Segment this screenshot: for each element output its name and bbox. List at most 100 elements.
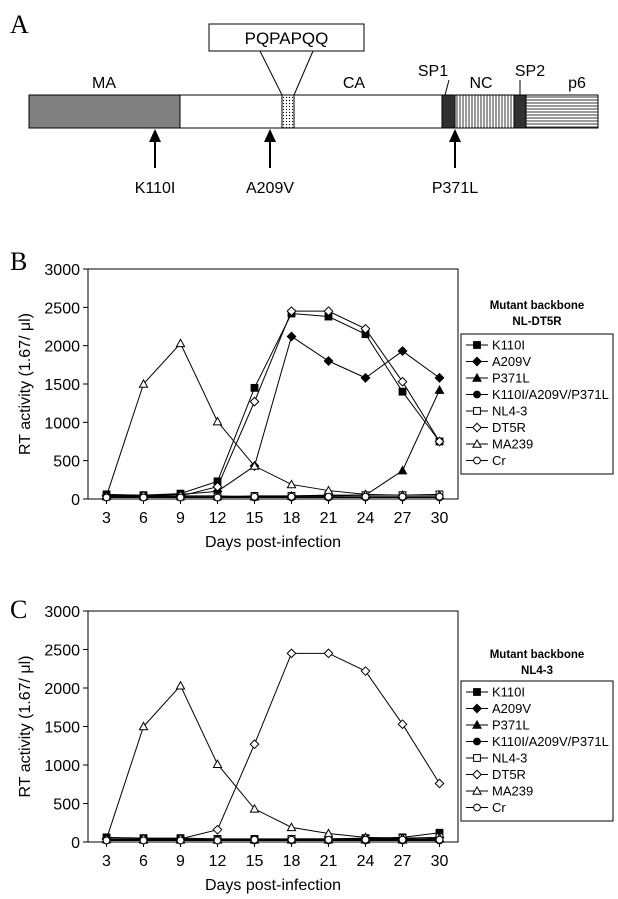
data-point (102, 493, 111, 502)
legend-label: K110I/A209V/P371L (492, 734, 609, 749)
data-point (397, 346, 408, 356)
legend-marker (473, 803, 481, 812)
motif-label: PQPAPQQ (245, 29, 329, 48)
data-point (434, 778, 445, 789)
legend-entry: K110I/A209V/P371L (466, 387, 609, 402)
x-tick-label: 6 (139, 853, 148, 870)
legend-entry: DT5R (466, 767, 526, 782)
data-point (176, 836, 185, 845)
data-point (360, 323, 371, 334)
mutation-label: A209V (246, 180, 294, 197)
series-dt5r (101, 648, 445, 844)
data-point (213, 836, 222, 845)
legend-label: K110I/A209V/P371L (492, 387, 609, 402)
x-tick-label: 3 (102, 510, 111, 527)
domain-nc (454, 94, 515, 129)
y-tick-label: 1500 (44, 377, 80, 394)
domain-pqpapqq (281, 94, 295, 129)
x-tick-label: 15 (246, 510, 264, 527)
domain-ca-n (179, 94, 283, 129)
legend-entry: Cr (466, 453, 506, 468)
y-axis-label: RT activity (1.67/ μl) (17, 313, 34, 455)
x-tick-label: 12 (209, 853, 227, 870)
mutation-label: P371L (432, 180, 478, 197)
x-axis-label: Days post-infection (205, 877, 341, 894)
legend-entry: K110I/A209V/P371L (466, 734, 609, 749)
series-line (106, 312, 440, 496)
series-cr (102, 835, 444, 845)
y-tick-label: 3000 (44, 604, 80, 621)
y-tick-label: 2000 (44, 339, 80, 356)
data-point (249, 460, 260, 470)
data-point (286, 479, 297, 489)
series-dt5r (101, 306, 445, 501)
domain-sp2 (513, 94, 527, 129)
legend-marker (472, 785, 482, 795)
data-point (212, 759, 223, 768)
x-tick-label: 9 (176, 510, 185, 527)
data-point (139, 836, 148, 845)
data-point (286, 331, 297, 342)
domain-sp1 (441, 94, 456, 129)
x-tick-label: 27 (394, 510, 412, 527)
legend-marker (472, 422, 482, 433)
x-tick-label: 6 (139, 510, 148, 527)
mutation-label: K110I (135, 180, 176, 197)
x-tick-label: 18 (283, 853, 301, 870)
data-point (397, 465, 408, 475)
legend-label: P371L (492, 718, 530, 733)
mutation-a209v: A209V (246, 129, 294, 197)
legend-marker (473, 754, 481, 762)
domain-ca-c (293, 94, 443, 129)
y-tick-label: 3000 (44, 262, 80, 279)
data-point (250, 383, 259, 392)
legend-title: Mutant backbone (490, 649, 585, 661)
data-point (176, 493, 185, 502)
data-point (360, 666, 371, 677)
data-point (138, 721, 149, 731)
domain-label-ca: CA (343, 75, 366, 92)
data-point (249, 803, 260, 813)
legend-subtitle: NL4-3 (521, 665, 553, 677)
y-tick-label: 1500 (44, 720, 80, 737)
panel-a-label: A (10, 10, 29, 39)
motif-connector-left (259, 50, 283, 96)
chart-panel-c: C 0 500 1000 1500 2000 2500 3000 3 6 9 12 15 18 21 24 2… (10, 595, 614, 894)
data-point (324, 492, 333, 501)
data-point (323, 306, 334, 317)
legend-marker (472, 372, 482, 382)
data-point (249, 739, 260, 750)
series-line (106, 389, 440, 498)
series-line (106, 310, 440, 497)
series-line (106, 652, 440, 840)
legend-marker (472, 703, 482, 714)
legend-subtitle: NL-DT5R (512, 316, 562, 328)
data-point (397, 719, 408, 730)
legend-label: K110I (492, 338, 525, 353)
x-tick-label: 30 (431, 510, 449, 527)
data-point (361, 835, 370, 844)
legend-label: P371L (492, 371, 530, 386)
legend-marker (472, 769, 482, 780)
data-point (398, 835, 407, 844)
data-point (286, 648, 297, 659)
y-tick-label: 0 (71, 492, 80, 509)
data-point (287, 492, 296, 501)
y-tick-label: 2500 (44, 643, 80, 660)
series-line (106, 342, 440, 497)
y-tick-label: 2500 (44, 300, 80, 317)
domain-label-ma: MA (92, 75, 116, 92)
data-point (434, 385, 445, 394)
arrow-head-icon (264, 129, 276, 142)
data-point (287, 835, 296, 844)
domain-label-sp2: SP2 (515, 63, 545, 80)
motif-box (208, 23, 365, 52)
legend-marker (472, 438, 482, 448)
domain-label-p6: p6 (568, 75, 586, 92)
domain-label-sp1: SP1 (418, 63, 448, 80)
legend-marker (473, 688, 481, 696)
legend-label: Cr (492, 800, 506, 815)
data-point (175, 680, 186, 690)
